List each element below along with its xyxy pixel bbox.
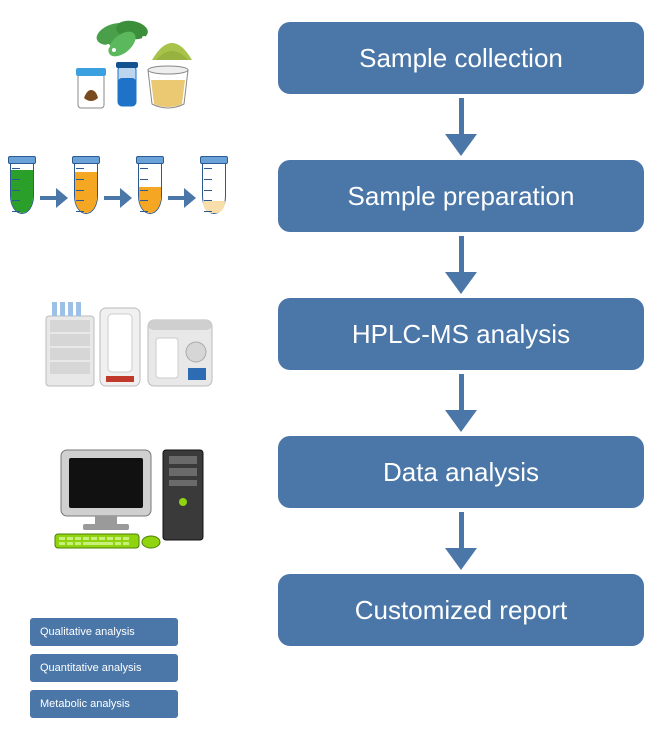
tube-4-icon <box>202 156 226 222</box>
arrow-2 <box>445 236 477 294</box>
mini-arrow-icon <box>40 188 68 208</box>
mini-arrow-icon <box>168 188 196 208</box>
tube-2-icon <box>74 156 98 222</box>
mini-arrow-icon <box>104 188 132 208</box>
row-data-analysis <box>0 442 665 552</box>
row-sample-preparation <box>0 156 665 222</box>
step-customized-report: Customized report <box>278 574 644 646</box>
report-item-qualitative: Qualitative analysis <box>30 618 178 646</box>
report-items-stack: Qualitative analysis Quantitative analys… <box>30 618 178 726</box>
arrow-head-icon <box>445 134 477 156</box>
computer-icon <box>0 442 260 552</box>
arrow-head-icon <box>445 410 477 432</box>
sample-collection-icon <box>0 14 260 114</box>
tube-3-icon <box>138 156 162 222</box>
report-item-quantitative: Quantitative analysis <box>30 654 178 682</box>
arrow-shaft <box>459 236 464 272</box>
tube-1-icon <box>10 156 34 222</box>
report-item-metabolic: Metabolic analysis <box>30 690 178 718</box>
arrow-head-icon <box>445 272 477 294</box>
hplc-ms-icon <box>0 298 260 398</box>
row-hplc-ms <box>0 298 665 398</box>
sample-preparation-icon <box>0 156 260 222</box>
row-sample-collection <box>0 14 665 114</box>
